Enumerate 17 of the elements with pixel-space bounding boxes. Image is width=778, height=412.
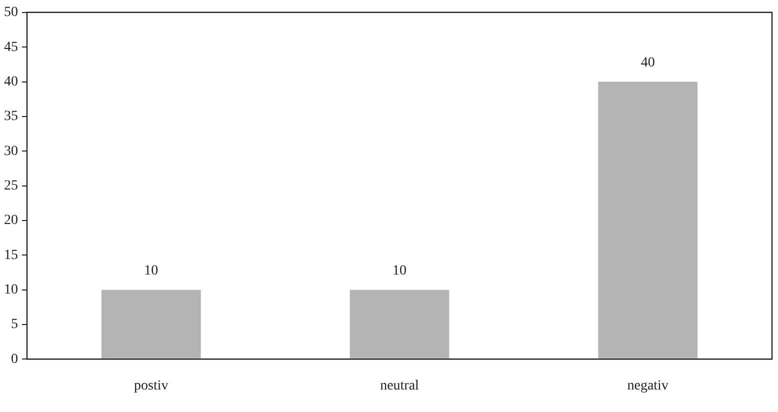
y-tick-label: 20: [4, 213, 18, 228]
y-tick-label: 10: [4, 282, 18, 298]
y-tick-label: 15: [4, 248, 18, 263]
data-label: 10: [144, 264, 158, 279]
y-tick-label: 30: [4, 144, 18, 159]
x-tick-label: neutral: [380, 378, 420, 394]
data-label: 10: [392, 264, 406, 279]
data-label: 40: [640, 55, 655, 70]
y-tick-label: 5: [11, 317, 18, 332]
y-tick-label: 50: [4, 5, 18, 20]
y-tick-label: 0: [11, 352, 18, 367]
y-tick-label: 25: [4, 178, 18, 194]
y-tick-label: 40: [4, 74, 18, 90]
x-tick-label: negativ: [627, 378, 668, 394]
y-tick-label: 35: [4, 109, 18, 124]
y-tick-label: 45: [4, 40, 18, 55]
x-tick-label: postiv: [134, 378, 168, 394]
